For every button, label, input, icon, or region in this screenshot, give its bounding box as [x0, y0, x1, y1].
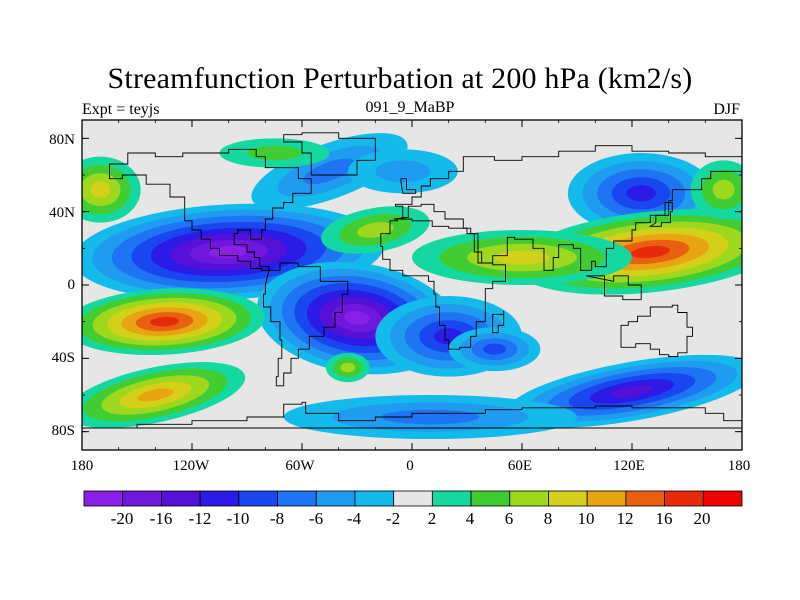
- coastline: [492, 310, 505, 334]
- colorbar-swatch: [664, 490, 704, 507]
- colorbar-tick-label: 20: [693, 509, 711, 528]
- x-tick-label: 120E: [613, 458, 645, 474]
- colorbar-swatch: [238, 490, 278, 507]
- x-tick-label: 180: [727, 458, 751, 474]
- colorbar-swatch: [702, 490, 743, 507]
- chart-title: Streamfunction Perturbation at 200 hPa (…: [107, 62, 693, 95]
- positive-contour-band: [494, 250, 550, 265]
- coastline: [648, 202, 673, 227]
- negative-contour-band: [375, 160, 431, 183]
- experiment-label: Expt = teyjs: [82, 101, 160, 118]
- colorbar-tick-label: -20: [110, 509, 134, 528]
- coastline: [263, 262, 349, 387]
- positive-contour-band: [630, 245, 670, 259]
- positive-contour-band: [340, 362, 356, 373]
- colorbar-swatch: [509, 490, 549, 507]
- negative-contour-band: [303, 158, 356, 185]
- colorbar-tick-label: -6: [308, 509, 324, 528]
- coastline: [283, 132, 376, 176]
- colorbar-tick-label: 8: [543, 509, 553, 528]
- negative-contour-band: [610, 385, 654, 398]
- colorbar-swatch: [470, 490, 511, 507]
- x-tick-label: 180: [70, 458, 94, 474]
- x-tick-label: 60E: [507, 458, 533, 474]
- colorbar-tick-label: -12: [188, 509, 212, 528]
- coastline: [82, 401, 742, 429]
- colorbar-tick-label: -16: [149, 509, 173, 528]
- coastline: [109, 148, 312, 271]
- coastline: [400, 178, 417, 194]
- negative-contour-band: [344, 310, 370, 326]
- colorbar: [83, 490, 743, 507]
- positive-contour-band: [150, 316, 179, 327]
- y-tick-label: 80S: [51, 423, 75, 439]
- coastline-layer: [82, 132, 742, 429]
- colorbar-tick-label: -10: [226, 509, 250, 528]
- coastline: [380, 218, 506, 350]
- run-label: 091_9_MaBP: [365, 99, 455, 116]
- colorbar-tick-label: -4: [346, 509, 362, 528]
- positive-contour-band: [137, 388, 174, 402]
- colorbar-tick-label: -8: [269, 509, 285, 528]
- colorbar-swatch: [83, 490, 124, 507]
- colorbar-swatch: [625, 490, 665, 507]
- positive-contour-band: [90, 181, 111, 198]
- colorbar-swatch: [315, 490, 356, 507]
- colorbar-swatch: [122, 490, 162, 507]
- colorbar-swatch: [586, 490, 627, 507]
- colorbar-swatch: [199, 490, 240, 507]
- y-tick-label: 40N: [49, 205, 75, 221]
- colorbar-tick-label: -2: [385, 509, 401, 528]
- colorbar-tick-label: 2: [427, 509, 437, 528]
- colorbar-swatch: [393, 490, 433, 507]
- colorbar-tick-label: 6: [504, 509, 514, 528]
- negative-contour-band: [483, 343, 506, 355]
- negative-contour-band: [209, 245, 249, 259]
- axes: [81, 119, 743, 451]
- colorbar-swatch: [161, 490, 201, 507]
- colorbar-tick-label: 12: [616, 509, 634, 528]
- colorbar-tick-label: 4: [465, 509, 475, 528]
- coastline: [620, 304, 693, 357]
- coastline: [586, 275, 642, 301]
- contour-field-layer: [82, 120, 742, 450]
- positive-contour-band: [712, 179, 735, 200]
- colorbar-swatch: [277, 490, 317, 507]
- y-tick-label: 40S: [51, 350, 75, 366]
- x-tick-label: 120W: [172, 458, 210, 474]
- y-tick-label: 80N: [49, 132, 75, 148]
- x-tick-label: 60W: [285, 458, 315, 474]
- colorbar-swatch: [548, 490, 588, 507]
- positive-contour-band: [247, 145, 302, 161]
- colorbar-swatch: [431, 490, 472, 507]
- negative-contour-band: [626, 185, 656, 202]
- colorbar-tick-label: 16: [655, 509, 673, 528]
- y-tick-label: 0: [67, 277, 76, 293]
- colorbar-swatch: [354, 490, 395, 507]
- x-tick-label: 0: [406, 458, 414, 474]
- season-label: DJF: [713, 101, 740, 118]
- colorbar-tick-label: 10: [577, 509, 595, 528]
